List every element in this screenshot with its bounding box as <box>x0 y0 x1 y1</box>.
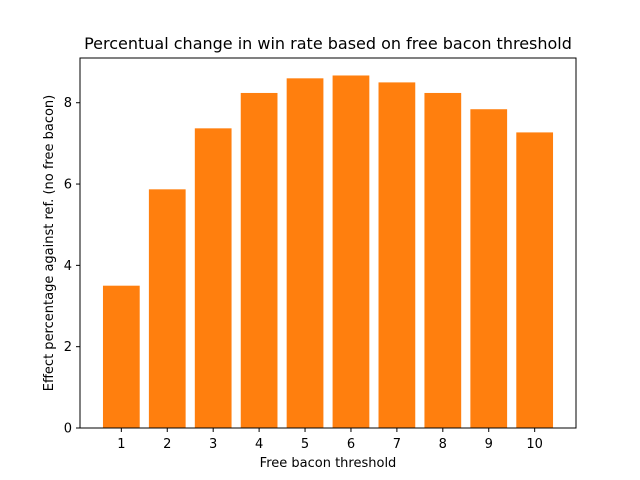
bar-8 <box>424 92 462 428</box>
y-axis: 0 2 4 6 8 <box>64 96 80 437</box>
y-tick-label-2: 2 <box>64 340 72 355</box>
chart-title: Percentual change in win rate based on f… <box>84 34 572 53</box>
bar-7 <box>378 82 416 429</box>
y-tick-label-0: 0 <box>64 422 72 437</box>
x-tick-label-10: 10 <box>526 437 543 452</box>
x-axis: 1 2 3 4 5 6 7 8 9 10 <box>117 428 543 452</box>
x-tick-label-9: 9 <box>485 437 493 452</box>
bar-2 <box>148 189 186 428</box>
y-tick-label-6: 6 <box>64 178 72 193</box>
bar-9 <box>470 109 508 428</box>
plot-frame <box>79 57 577 429</box>
x-tick-label-5: 5 <box>301 437 309 452</box>
bar-4 <box>240 92 278 428</box>
bar-3 <box>194 128 232 429</box>
x-tick-label-6: 6 <box>347 437 355 452</box>
bar-6 <box>332 75 370 428</box>
x-axis-label: Free bacon threshold <box>260 456 397 471</box>
x-tick-label-1: 1 <box>117 437 125 452</box>
y-tick-label-8: 8 <box>64 96 72 111</box>
y-axis-label: Effect percentage against ref. (no free … <box>42 95 57 391</box>
x-tick-label-7: 7 <box>393 437 401 452</box>
x-tick-label-3: 3 <box>209 437 217 452</box>
bar-1 <box>102 285 140 428</box>
bar-10 <box>516 132 554 428</box>
x-tick-label-4: 4 <box>255 437 263 452</box>
x-tick-label-8: 8 <box>439 437 447 452</box>
x-tick-label-2: 2 <box>163 437 171 452</box>
bar-5 <box>286 78 324 428</box>
y-tick-label-4: 4 <box>64 259 72 274</box>
bars-group <box>102 75 554 429</box>
